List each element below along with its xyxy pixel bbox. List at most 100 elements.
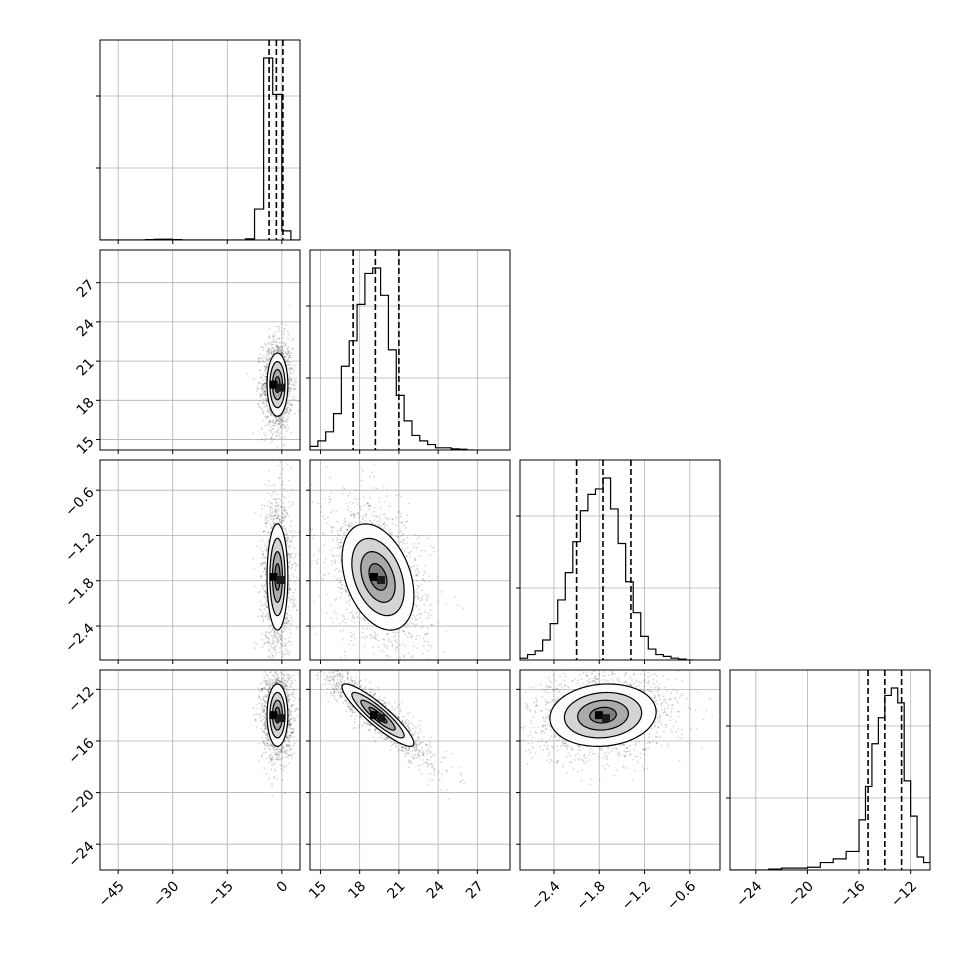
scatter-point [339,629,342,632]
scatter-point [286,649,289,652]
scatter-point [271,419,274,422]
scatter-point [274,330,277,333]
scatter-point [403,630,405,633]
scatter-point [281,483,284,486]
scatter-point [427,593,429,596]
scatter-point [270,353,273,356]
scatter-point [362,470,364,472]
scatter-point [332,621,335,624]
scatter-point [276,679,279,682]
scatter-point [270,349,272,352]
scatter-point [424,632,427,635]
scatter-point [265,556,267,559]
scatter-point [370,514,373,517]
scatter-point [264,369,266,372]
scatter-point [277,419,280,422]
scatter-point [284,351,287,354]
scatter-point [288,565,290,567]
scatter-point [288,544,291,547]
scatter-point [281,493,284,496]
scatter-point [262,741,265,744]
scatter-point [272,522,275,525]
scatter-point [263,402,266,405]
scatter-point [291,348,294,351]
scatter-point [390,532,393,535]
scatter-point [348,525,350,528]
scatter-point [339,569,341,572]
scatter-point [397,493,400,496]
scatter-point [402,524,405,527]
scatter-point [274,653,277,656]
scatter-point [289,599,291,602]
scatter-point [263,392,265,394]
scatter-point [286,512,289,515]
scatter-point [389,533,392,535]
scatter-point [372,487,375,489]
scatter-point [263,608,266,611]
scatter-point [369,475,372,478]
scatter-point [365,619,368,622]
scatter-point [281,346,284,349]
scatter-point [288,355,291,358]
scatter-point [292,383,295,385]
scatter-point [344,589,347,592]
scatter-point [278,522,281,524]
scatter-point [284,420,287,423]
scatter-point [361,636,364,639]
scatter-point [362,517,365,519]
scatter-point [260,345,263,348]
scatter-point [286,364,288,367]
panel-frame [99,459,301,661]
scatter-point [271,763,273,766]
scatter-point [288,614,291,617]
scatter-point [282,413,285,416]
scatter-point [276,420,279,422]
scatter-point [278,437,281,439]
scatter-point [288,555,291,558]
scatter-point [267,519,270,522]
scatter-point [279,418,282,421]
scatter-point [286,347,289,350]
scatter-point [268,506,271,508]
scatter-point [290,367,293,369]
scatter-point [272,627,275,630]
scatter-point [272,642,275,645]
scatter-point [277,476,280,479]
scatter-point [257,360,260,363]
scatter-point [275,517,278,520]
scatter-point [374,633,377,636]
scatter-point [364,637,366,640]
scatter-point [265,665,267,667]
scatter-point [421,578,424,581]
scatter-point [373,519,375,522]
scatter-point [288,588,291,590]
scatter-point [277,634,280,637]
scatter-point [258,400,261,402]
scatter-point [405,555,407,558]
scatter-point [382,638,385,640]
scatter-point [294,531,297,534]
scatter-point [278,347,280,350]
scatter-point [339,547,342,550]
scatter-point [364,519,366,522]
scatter-point [428,616,431,619]
scatter-point [319,571,322,573]
scatter-point [265,403,268,406]
scatter-point [270,518,272,521]
scatter-point [264,715,266,718]
scatter-point [289,407,292,410]
scatter-point [284,628,286,631]
scatter-point [284,516,286,519]
scatter-point [291,566,293,569]
scatter-point [422,652,424,655]
scatter-point [383,523,386,526]
scatter-point [263,709,266,712]
scatter-point [330,511,332,514]
scatter-point [386,518,389,521]
scatter-point [266,612,269,615]
scatter-point [288,744,291,747]
scatter-point [279,432,282,435]
scatter-point [262,419,265,422]
scatter-point [337,547,339,550]
